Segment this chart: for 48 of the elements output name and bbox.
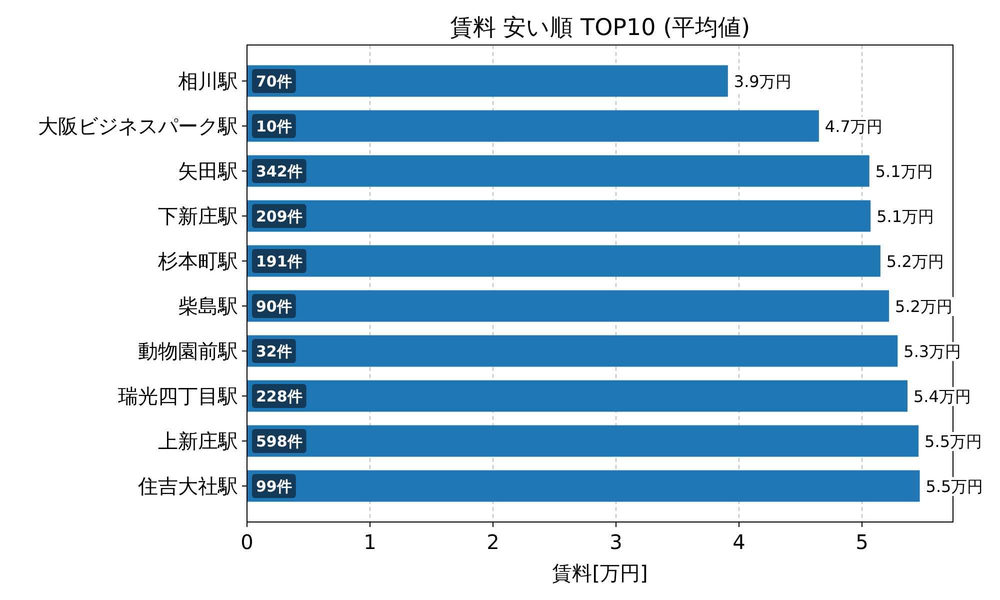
annotation: 99件 [256, 478, 292, 496]
y-tick-label: 動物園前駅 [138, 339, 238, 363]
x-tick-label: 0 [240, 530, 254, 554]
bar [247, 200, 871, 232]
data-label: 5.5万円 [926, 477, 984, 496]
bar [247, 290, 890, 322]
data-label: 5.3万円 [904, 342, 962, 361]
y-tick-label: 相川駅 [178, 69, 238, 93]
annotation: 70件 [256, 72, 292, 90]
y-tick-label: 住吉大社駅 [137, 474, 238, 498]
y-tick-label: 柴島駅 [178, 294, 238, 318]
y-tick-label: 杉本町駅 [157, 249, 238, 273]
annotation: 10件 [256, 118, 292, 136]
bar [247, 470, 920, 502]
x-tick-label: 4 [732, 530, 746, 554]
annotation: 598件 [256, 432, 302, 450]
x-axis-title: 賃料[万円] [552, 561, 648, 585]
bar [247, 335, 898, 367]
data-label: 3.9万円 [734, 72, 792, 91]
annotation: 90件 [256, 298, 292, 316]
data-label: 5.1万円 [876, 207, 934, 226]
x-tick-label: 3 [610, 530, 622, 554]
x-tick-label: 1 [364, 530, 376, 554]
annotation: 209件 [256, 208, 302, 226]
data-label: 5.2万円 [886, 252, 944, 271]
bar [247, 110, 819, 142]
bar [247, 380, 908, 412]
bar [247, 245, 880, 277]
annotation: 342件 [256, 162, 302, 180]
bar [247, 65, 728, 97]
y-tick-label: 瑞光四丁目駅 [118, 384, 238, 408]
data-label: 4.7万円 [824, 117, 882, 136]
y-tick-label: 上新庄駅 [158, 429, 238, 453]
x-tick-label: 5 [856, 530, 868, 554]
annotation: 191件 [256, 252, 302, 270]
data-label: 5.1万円 [875, 162, 933, 181]
annotation: 228件 [256, 388, 302, 406]
x-tick-label: 2 [486, 530, 500, 554]
chart-title: 賃料 安い順 TOP10 (平均値) [450, 15, 750, 41]
bar [247, 155, 870, 187]
data-label: 5.5万円 [924, 432, 982, 451]
data-label: 5.2万円 [895, 297, 952, 316]
bar [247, 425, 919, 457]
y-tick-label: 大阪ビジネスパーク駅 [38, 114, 238, 138]
y-tick-label: 矢田駅 [178, 159, 238, 183]
annotation: 32件 [256, 342, 292, 360]
data-label: 5.4万円 [913, 387, 971, 406]
y-tick-label: 下新庄駅 [158, 204, 238, 228]
